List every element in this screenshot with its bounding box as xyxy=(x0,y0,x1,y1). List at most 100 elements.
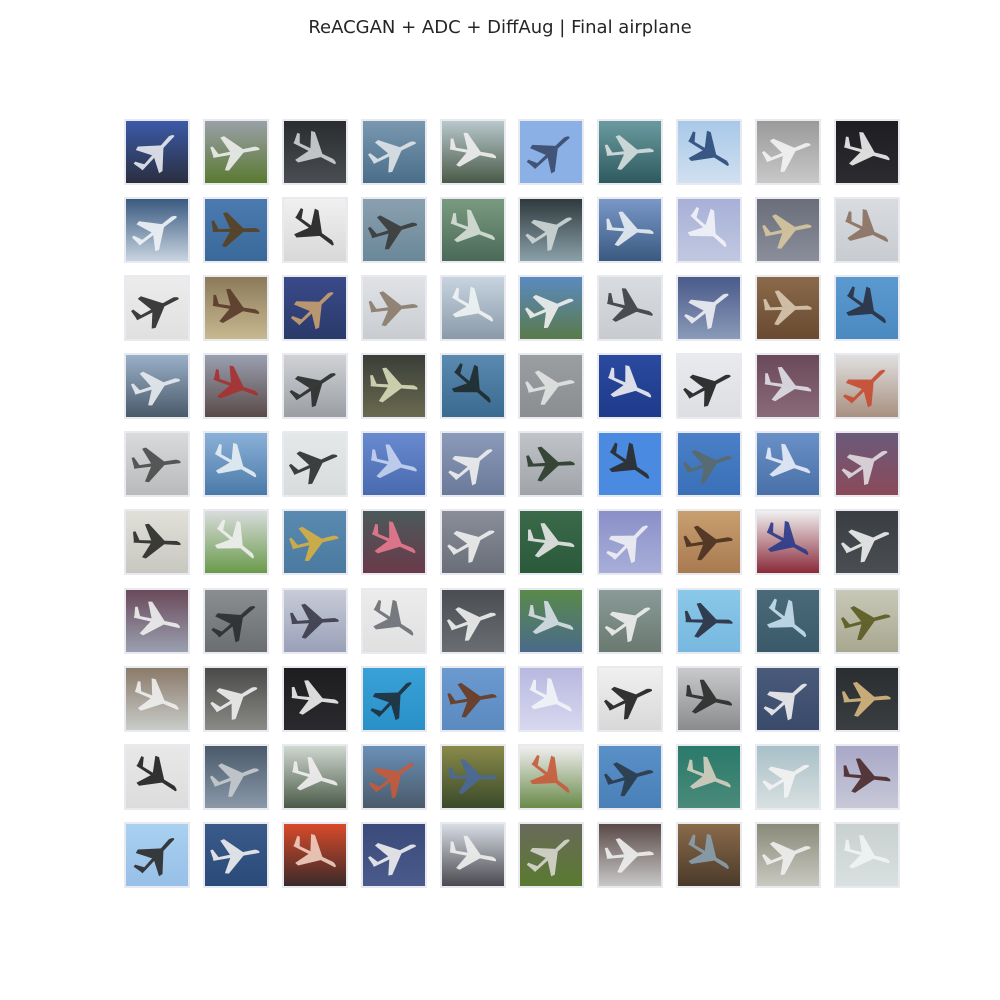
sample-image xyxy=(676,587,743,654)
sample-image xyxy=(202,821,269,888)
sample-image xyxy=(518,665,585,732)
sample-image xyxy=(676,665,743,732)
sample-image xyxy=(281,821,348,888)
sample-image xyxy=(360,119,427,185)
sample-image xyxy=(676,743,743,810)
sample-image xyxy=(755,821,822,888)
sample-image xyxy=(281,431,348,498)
sample-image xyxy=(202,587,269,654)
sample-image xyxy=(676,431,743,498)
sample-image xyxy=(676,275,743,342)
sample-image xyxy=(518,119,585,185)
sample-image xyxy=(124,431,190,498)
sample-image xyxy=(360,431,427,498)
sample-image xyxy=(281,587,348,654)
sample-image xyxy=(834,431,901,498)
sample-image xyxy=(202,665,269,732)
sample-image xyxy=(676,821,743,888)
sample-image xyxy=(834,119,901,185)
sample-image xyxy=(202,119,269,185)
sample-image xyxy=(597,665,664,732)
sample-image xyxy=(439,119,506,185)
sample-image xyxy=(124,587,190,654)
sample-image xyxy=(360,821,427,888)
sample-image xyxy=(439,587,506,654)
sample-image xyxy=(676,509,743,576)
figure-title: ReACGAN + ADC + DiffAug | Final airplane xyxy=(308,17,692,38)
sample-image xyxy=(281,275,348,342)
sample-image xyxy=(124,821,190,888)
sample-image xyxy=(202,509,269,576)
sample-image xyxy=(360,197,427,264)
sample-image xyxy=(755,197,822,264)
sample-image xyxy=(281,665,348,732)
sample-image xyxy=(834,275,901,342)
sample-image xyxy=(834,509,901,576)
sample-image xyxy=(124,665,190,732)
sample-image xyxy=(597,197,664,264)
sample-image xyxy=(755,275,822,342)
sample-image xyxy=(518,431,585,498)
sample-image xyxy=(518,197,585,264)
sample-image xyxy=(518,353,585,420)
sample-image xyxy=(755,353,822,420)
sample-image xyxy=(360,743,427,810)
sample-image xyxy=(597,743,664,810)
sample-image xyxy=(676,197,743,264)
sample-image xyxy=(360,587,427,654)
sample-image xyxy=(281,509,348,576)
sample-image xyxy=(834,743,901,810)
sample-image xyxy=(597,821,664,888)
sample-image xyxy=(755,665,822,732)
sample-image xyxy=(439,665,506,732)
sample-image xyxy=(281,353,348,420)
sample-image xyxy=(281,743,348,810)
sample-image xyxy=(439,821,506,888)
sample-image xyxy=(676,119,743,185)
sample-image xyxy=(281,197,348,264)
sample-image xyxy=(834,197,901,264)
sample-image xyxy=(755,587,822,654)
sample-image xyxy=(518,587,585,654)
sample-image xyxy=(597,275,664,342)
sample-image xyxy=(518,743,585,810)
sample-image xyxy=(360,509,427,576)
sample-image xyxy=(755,743,822,810)
sample-image xyxy=(755,431,822,498)
sample-image xyxy=(439,431,506,498)
sample-image xyxy=(755,119,822,185)
sample-image xyxy=(281,119,348,185)
sample-image xyxy=(439,275,506,342)
sample-image xyxy=(360,353,427,420)
sample-image xyxy=(834,821,901,888)
sample-image xyxy=(676,353,743,420)
sample-image xyxy=(124,353,190,420)
sample-image xyxy=(834,587,901,654)
sample-image xyxy=(518,509,585,576)
sample-image xyxy=(439,353,506,420)
sample-image xyxy=(834,353,901,420)
sample-image xyxy=(124,197,190,264)
sample-image xyxy=(124,509,190,576)
sample-image xyxy=(597,353,664,420)
sample-image xyxy=(439,509,506,576)
sample-image xyxy=(834,665,901,732)
sample-image xyxy=(124,275,190,342)
sample-image xyxy=(360,665,427,732)
sample-image xyxy=(597,431,664,498)
sample-image xyxy=(360,275,427,342)
sample-image xyxy=(439,197,506,264)
sample-grid xyxy=(124,119,901,888)
sample-image xyxy=(202,275,269,342)
sample-image xyxy=(518,275,585,342)
sample-image xyxy=(518,821,585,888)
sample-image xyxy=(202,353,269,420)
sample-image xyxy=(597,509,664,576)
sample-image xyxy=(597,119,664,185)
sample-image xyxy=(124,119,190,185)
sample-image xyxy=(439,743,506,810)
sample-image xyxy=(597,587,664,654)
sample-image xyxy=(202,743,269,810)
sample-image xyxy=(202,197,269,264)
sample-image xyxy=(124,743,190,810)
